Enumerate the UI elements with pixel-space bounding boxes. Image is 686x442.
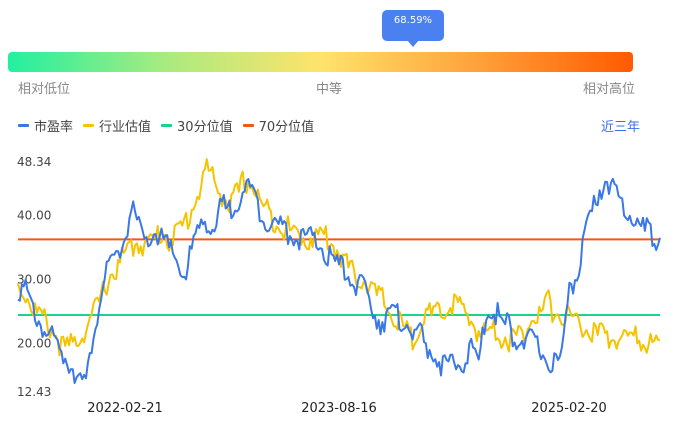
legend-item-industry[interactable]: 行业估值 [83, 116, 151, 135]
legend-label-p30: 30分位值 [177, 119, 233, 135]
x-tick-label-2: 2025-02-20 [531, 401, 607, 416]
legend-swatch-pe [18, 123, 29, 127]
legend-swatch-p70 [242, 123, 254, 127]
x-tick-label-1: 2023-08-16 [301, 401, 377, 416]
legend-label-p70: 70分位值 [258, 119, 315, 135]
y-tick-label-1: 40.00 [17, 208, 51, 222]
series-line-pe [17, 177, 661, 384]
percentile-marker-tooltip: 68.59% [382, 10, 444, 47]
time-range-selector[interactable]: 近三年 [600, 120, 640, 135]
legend-swatch-p30 [161, 123, 173, 127]
legend-swatch-industry [83, 123, 95, 127]
legend-label-pe: 市盈率 [34, 119, 74, 135]
series-line-industry [17, 158, 661, 357]
y-tick-label-3: 20.00 [17, 337, 51, 351]
gauge-low-label: 相对低位 [18, 82, 71, 97]
legend-item-p30[interactable]: 30分位值 [161, 116, 233, 135]
gauge-high-label: 相对高位 [583, 82, 636, 97]
legend-item-p70[interactable]: 70分位值 [242, 116, 315, 135]
chart-legend: 市盈率 行业估值 30分位值 70分位值 [18, 116, 324, 135]
x-tick-label-0: 2022-02-21 [87, 401, 163, 416]
gauge-mid-label: 中等 [316, 82, 343, 97]
valuation-gauge-bar [8, 52, 633, 72]
y-tick-label-0: 48.34 [17, 155, 51, 169]
y-tick-label-4: 12.43 [17, 385, 51, 399]
legend-label-industry: 行业估值 [99, 119, 152, 135]
legend-item-pe[interactable]: 市盈率 [18, 116, 73, 135]
